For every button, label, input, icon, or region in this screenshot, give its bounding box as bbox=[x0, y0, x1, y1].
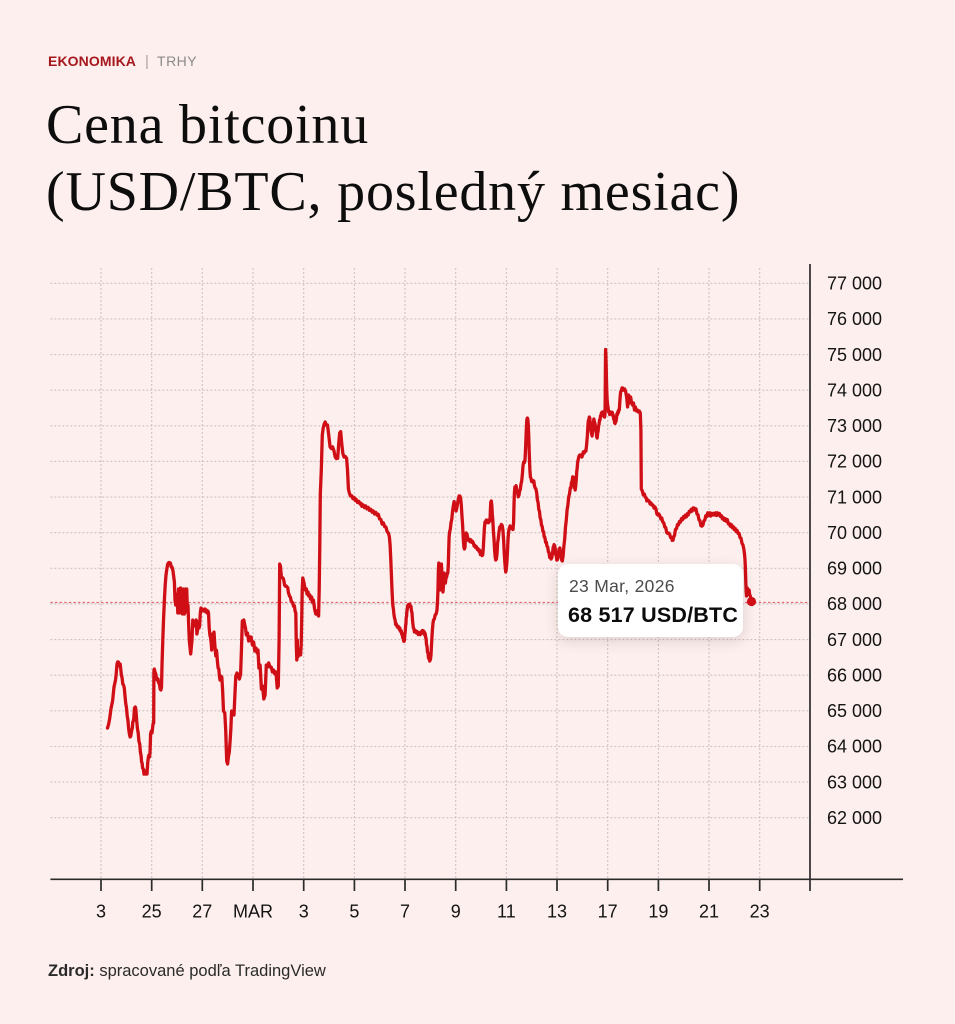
svg-text:70 000: 70 000 bbox=[827, 523, 882, 543]
svg-text:13: 13 bbox=[547, 902, 567, 922]
svg-text:73 000: 73 000 bbox=[827, 416, 882, 436]
svg-text:71 000: 71 000 bbox=[827, 487, 882, 507]
svg-text:3: 3 bbox=[299, 902, 309, 922]
svg-text:11: 11 bbox=[497, 902, 516, 922]
svg-text:75 000: 75 000 bbox=[827, 345, 882, 365]
svg-text:74 000: 74 000 bbox=[827, 380, 882, 400]
svg-text:69 000: 69 000 bbox=[827, 559, 882, 579]
svg-text:25: 25 bbox=[142, 902, 162, 922]
svg-text:65 000: 65 000 bbox=[827, 701, 882, 721]
svg-text:21: 21 bbox=[699, 902, 719, 922]
svg-text:9: 9 bbox=[451, 902, 461, 922]
svg-text:7: 7 bbox=[400, 902, 410, 922]
svg-text:23: 23 bbox=[750, 902, 770, 922]
svg-text:19: 19 bbox=[648, 902, 668, 922]
svg-text:5: 5 bbox=[349, 902, 359, 922]
svg-text:MAR: MAR bbox=[233, 902, 273, 922]
svg-text:17: 17 bbox=[598, 902, 618, 922]
svg-text:72 000: 72 000 bbox=[827, 452, 882, 472]
svg-text:62 000: 62 000 bbox=[827, 808, 882, 828]
svg-text:76 000: 76 000 bbox=[827, 309, 882, 329]
svg-text:3: 3 bbox=[96, 902, 106, 922]
svg-text:68 000: 68 000 bbox=[827, 594, 882, 614]
svg-text:66 000: 66 000 bbox=[827, 665, 882, 685]
svg-text:77 000: 77 000 bbox=[827, 274, 882, 294]
svg-text:63 000: 63 000 bbox=[827, 772, 882, 792]
svg-text:27: 27 bbox=[192, 902, 212, 922]
svg-text:67 000: 67 000 bbox=[827, 630, 882, 650]
svg-text:64 000: 64 000 bbox=[827, 737, 882, 757]
